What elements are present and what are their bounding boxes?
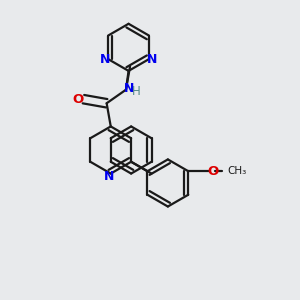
Text: O: O — [208, 165, 219, 178]
Text: N: N — [123, 82, 134, 94]
Text: H: H — [131, 85, 140, 98]
Text: N: N — [147, 52, 158, 66]
Text: N: N — [104, 170, 114, 183]
Text: CH₃: CH₃ — [227, 166, 247, 176]
Text: N: N — [100, 52, 110, 66]
Text: O: O — [73, 93, 84, 106]
